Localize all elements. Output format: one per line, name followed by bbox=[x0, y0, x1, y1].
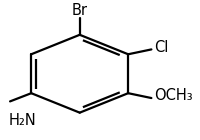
Text: OCH₃: OCH₃ bbox=[154, 88, 193, 103]
Text: H₂N: H₂N bbox=[9, 113, 37, 128]
Text: Br: Br bbox=[72, 3, 88, 18]
Text: Cl: Cl bbox=[154, 40, 169, 55]
